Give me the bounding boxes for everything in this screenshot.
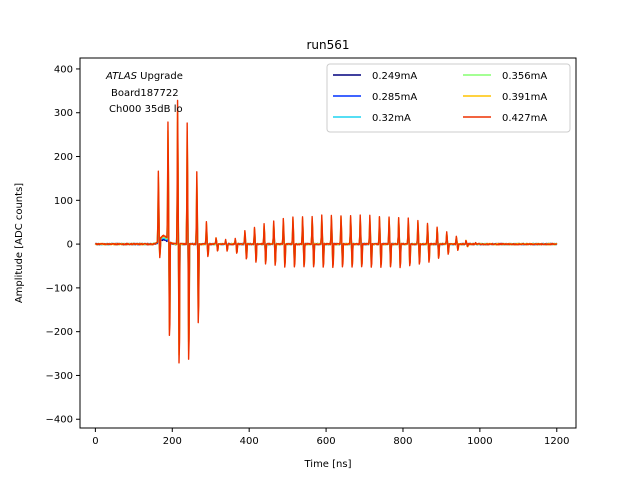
annotation-upgrade: Upgrade <box>137 71 183 82</box>
y-tick-label: 200 <box>54 152 73 163</box>
x-tick-label: 1200 <box>544 436 569 447</box>
x-tick-label: 200 <box>163 436 182 447</box>
y-tick-label: −200 <box>46 327 73 338</box>
plot-frame <box>79 57 577 429</box>
annotation-line1: ATLAS Upgrade <box>105 71 183 82</box>
x-tick-label: 1000 <box>467 436 492 447</box>
legend-label: 0.391mA <box>502 92 547 103</box>
y-axis: −400 −300 −200 −100 0 100 200 300 400 <box>46 64 80 426</box>
x-tick-label: 400 <box>240 436 259 447</box>
legend-label: 0.285mA <box>372 92 417 103</box>
y-tick-label: 100 <box>54 196 73 207</box>
x-tick-label: 0 <box>92 436 98 447</box>
legend-label: 0.249mA <box>372 71 417 82</box>
legend-label: 0.32mA <box>372 113 411 124</box>
legend-box <box>326 63 571 133</box>
x-axis-label: Time [ns] <box>303 459 351 470</box>
series-group <box>94 99 558 364</box>
legend-label: 0.427mA <box>502 113 547 124</box>
legend: 0.249mA 0.285mA 0.32mA 0.356mA 0.391mA 0.427m… <box>326 63 571 133</box>
x-axis: 0 200 400 600 800 1000 1200 <box>92 428 570 447</box>
y-tick-label: −400 <box>46 415 73 426</box>
y-tick-label: 300 <box>54 108 73 119</box>
series-line-0.427mA <box>95 99 558 364</box>
legend-label: 0.356mA <box>502 71 547 82</box>
chart-title: run561 <box>306 38 349 52</box>
y-tick-label: 400 <box>54 64 73 75</box>
x-tick-label: 600 <box>317 436 336 447</box>
y-tick-label: −100 <box>46 283 73 294</box>
y-axis-label: Amplitude [ADC counts] <box>14 183 25 303</box>
annotation-channel: Ch000 35dB lo <box>109 104 183 115</box>
y-tick-label: 0 <box>67 240 73 251</box>
x-tick-label: 800 <box>393 436 412 447</box>
atlas-annotation: ATLAS Upgrade Board187722 Ch000 35dB lo <box>105 71 183 115</box>
y-tick-label: −300 <box>46 371 73 382</box>
annotation-board: Board187722 <box>111 88 179 99</box>
annotation-atlas: ATLAS <box>105 71 138 82</box>
